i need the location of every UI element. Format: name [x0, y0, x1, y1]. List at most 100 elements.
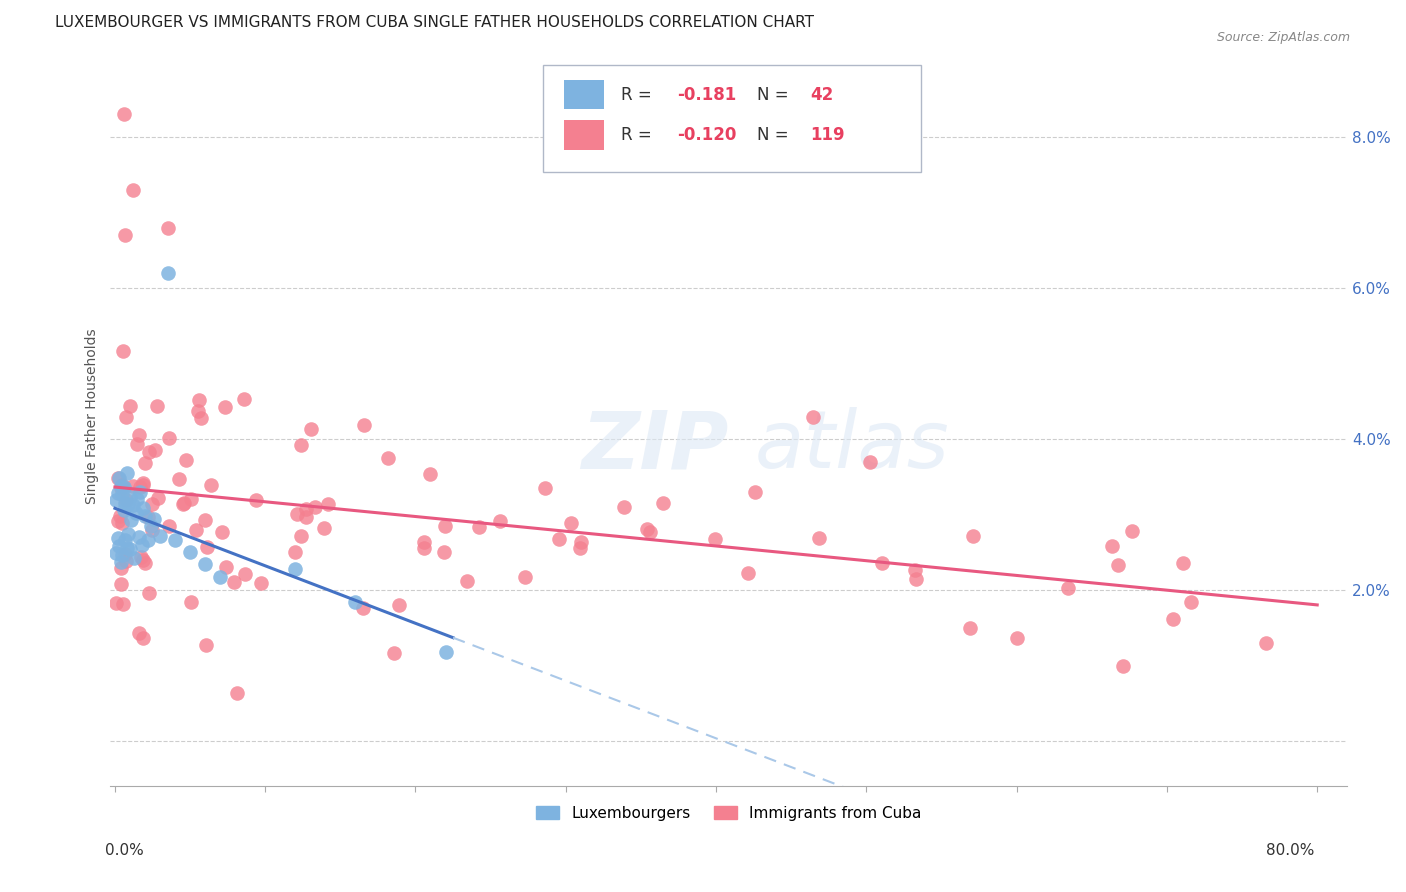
Point [134, 556, 156, 570]
Point [534, 481, 557, 495]
Y-axis label: Single Father Households: Single Father Households [86, 328, 100, 504]
Point [111, 477, 134, 491]
Point [129, 549, 152, 564]
Point [412, 535, 434, 549]
Point [112, 480, 135, 494]
Point [129, 485, 152, 500]
Point [1057, 582, 1080, 596]
Point [132, 501, 155, 516]
Point [377, 450, 399, 465]
Point [114, 409, 136, 424]
Point [211, 524, 233, 539]
Point [134, 509, 156, 524]
Point [187, 404, 209, 418]
Text: atlas: atlas [755, 407, 950, 485]
Point [352, 601, 374, 615]
Point [107, 486, 129, 500]
Point [117, 526, 139, 541]
Point [294, 509, 316, 524]
Point [125, 507, 148, 521]
Point [316, 497, 339, 511]
Point [200, 478, 222, 492]
Point [105, 546, 128, 560]
Point [905, 572, 928, 586]
Point [111, 548, 134, 562]
Point [111, 487, 134, 501]
Point [180, 595, 202, 609]
Point [1121, 524, 1143, 538]
Text: 119: 119 [810, 127, 845, 145]
Point [111, 597, 134, 611]
Point [111, 344, 134, 359]
Point [1163, 612, 1185, 626]
Point [132, 478, 155, 492]
Point [148, 491, 170, 505]
Point [128, 428, 150, 442]
Point [959, 621, 981, 635]
Text: N =: N = [758, 127, 794, 145]
Point [156, 266, 179, 280]
Point [128, 530, 150, 544]
Point [290, 528, 312, 542]
Point [110, 577, 132, 591]
Point [195, 541, 218, 555]
Point [120, 513, 142, 527]
Point [141, 523, 163, 537]
Point [124, 551, 146, 566]
Point [114, 533, 136, 548]
Text: N =: N = [758, 86, 794, 103]
Point [174, 452, 197, 467]
Text: 80.0%: 80.0% [1267, 843, 1315, 858]
Point [186, 523, 208, 537]
Point [139, 518, 162, 533]
Point [172, 497, 194, 511]
Point [1007, 631, 1029, 645]
Point [127, 491, 149, 506]
Text: 0.0%: 0.0% [105, 843, 145, 858]
Legend: Luxembourgers, Immigrants from Cuba: Luxembourgers, Immigrants from Cuba [530, 799, 928, 827]
Point [284, 562, 307, 576]
Point [128, 626, 150, 640]
Point [132, 631, 155, 645]
Point [194, 558, 217, 572]
Point [131, 538, 153, 552]
Point [638, 525, 661, 540]
Text: R =: R = [621, 127, 657, 145]
Bar [564, 79, 605, 110]
Point [344, 595, 367, 609]
Point [284, 544, 307, 558]
Point [215, 559, 238, 574]
Point [859, 455, 882, 469]
Point [143, 512, 166, 526]
Point [112, 503, 135, 517]
Point [163, 533, 186, 548]
Point [233, 566, 256, 581]
Text: LUXEMBOURGER VS IMMIGRANTS FROM CUBA SINGLE FATHER HOUSEHOLDS CORRELATION CHART: LUXEMBOURGER VS IMMIGRANTS FROM CUBA SIN… [55, 15, 814, 30]
Point [1112, 659, 1135, 673]
Point [636, 522, 658, 536]
Point [304, 500, 326, 515]
Point [107, 514, 129, 528]
Point [136, 510, 159, 524]
Point [413, 541, 436, 555]
Point [108, 539, 131, 553]
Point [569, 535, 592, 549]
Point [173, 496, 195, 510]
Text: R =: R = [621, 86, 657, 103]
Point [118, 490, 141, 504]
Point [1180, 595, 1202, 609]
Text: 42: 42 [810, 86, 834, 103]
Point [107, 471, 129, 485]
Point [548, 532, 571, 546]
Point [134, 456, 156, 470]
Point [613, 500, 636, 514]
Point [145, 443, 167, 458]
Point [433, 518, 456, 533]
Point [136, 533, 159, 547]
Point [290, 438, 312, 452]
Point [312, 521, 335, 535]
Point [110, 555, 132, 569]
Point [744, 484, 766, 499]
Point [353, 417, 375, 432]
Point [1254, 636, 1277, 650]
